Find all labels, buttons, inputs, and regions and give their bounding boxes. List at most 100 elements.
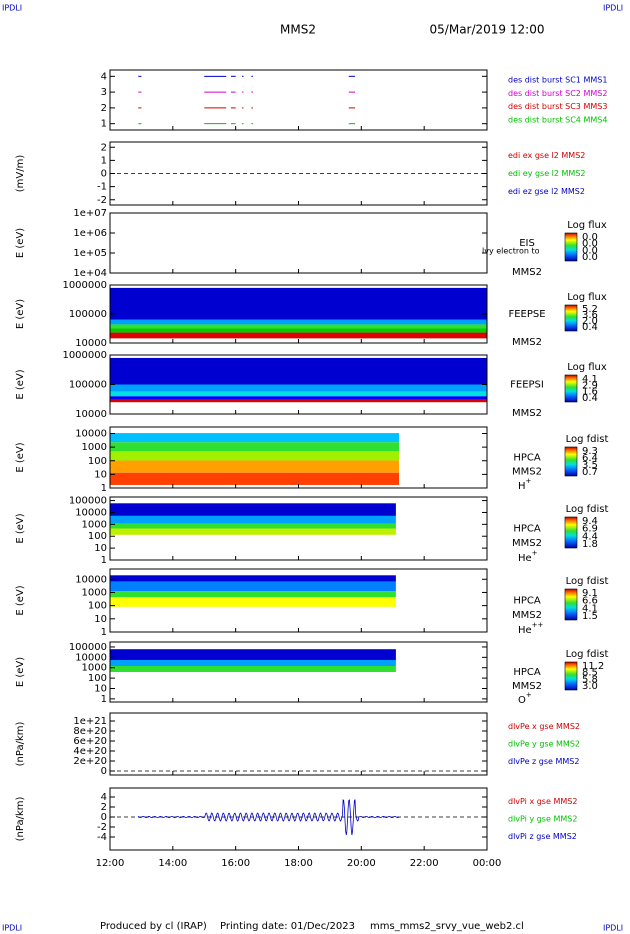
spectrogram-band [110, 324, 487, 329]
spectrogram-band [110, 523, 396, 529]
y-axis-label: (nPa/km) [15, 722, 26, 767]
instrument-label: EIS [519, 238, 535, 249]
y-axis-label: E (eV) [15, 369, 26, 399]
colorbar-label: 4.4 [582, 531, 598, 542]
legend-entry: des dist burst SC4 MMS4 [508, 116, 607, 125]
spectrogram-band [110, 528, 396, 535]
spectrogram-band [110, 575, 396, 582]
colorbar-title: Log fdist [566, 576, 609, 587]
spectrogram-band [110, 597, 396, 607]
legend-entry: dlvPe x gse MMS2 [508, 722, 580, 731]
colorbar-label: 1.8 [582, 539, 598, 550]
y-axis-label: E (eV) [15, 585, 26, 615]
note: lvy electron to [482, 246, 540, 255]
y-tick-label: 1000000 [62, 280, 107, 291]
spectrogram-band [110, 319, 487, 325]
y-tick-label: 10 [94, 683, 107, 694]
colorbar-label: 0.4 [582, 322, 598, 333]
y-axis-label: E (eV) [15, 299, 26, 329]
y-tick-label: 10 [94, 543, 107, 554]
colorbar-label: 0.0 [582, 252, 598, 263]
spectrogram-band [110, 332, 487, 339]
y-tick-label: 1000 [82, 587, 107, 598]
colorbar-label: 5.8 [582, 674, 598, 685]
charge: + [526, 477, 532, 485]
corner-mark: IPDLI [603, 4, 623, 13]
x-tick-label: 16:00 [221, 858, 250, 869]
y-tick-label: 2e+20 [73, 756, 107, 767]
x-tick-label: 18:00 [284, 858, 313, 869]
x-tick-label: 20:00 [347, 858, 376, 869]
spectrogram-band [110, 399, 487, 403]
species-label: H+ [518, 477, 532, 492]
panel-frame [109, 212, 488, 274]
legend-entry: edi ex gse l2 MMS2 [508, 151, 585, 160]
spectrogram-band [110, 666, 396, 672]
species-label: He++ [518, 621, 544, 636]
spacecraft-label: MMS2 [512, 467, 542, 478]
spectrogram-band [110, 472, 400, 485]
spectrogram-band [110, 591, 396, 598]
y-tick-label: 1000 [82, 663, 107, 674]
y-tick-label: -4 [97, 832, 107, 843]
colorbar-label: 2.0 [582, 316, 598, 327]
instrument-label: FEEPSE [508, 309, 545, 320]
y-tick-label: 2 [101, 142, 107, 153]
y-tick-label: -2 [97, 195, 107, 206]
colorbar-label: 3.5 [582, 460, 598, 471]
colorbar-label: 8.5 [582, 668, 598, 679]
legend-entry: des dist burst SC3 MMS3 [508, 102, 607, 111]
colorbar-label: 0.0 [582, 239, 598, 250]
y-tick-label: 4 [101, 792, 107, 803]
spectrogram-band [110, 581, 396, 592]
species: He [518, 553, 532, 564]
spectrogram-band [110, 503, 396, 516]
colorbar-label: 6.6 [582, 596, 598, 607]
spacecraft-label: MMS2 [512, 408, 542, 419]
y-tick-label: 1000 [82, 442, 107, 453]
y-tick-label: 0 [101, 812, 107, 823]
colorbar-label: 3.6 [582, 310, 598, 321]
y-tick-label: 100 [88, 456, 107, 467]
spacecraft-label: MMS2 [512, 610, 542, 621]
instrument-label: HPCA [513, 453, 541, 464]
footer-date: Printing date: 01/Dec/2023 [220, 921, 355, 932]
y-tick-label: 10 [94, 469, 107, 480]
y-tick-label: 1 [101, 555, 107, 566]
colorbar-title: Log fdist [566, 504, 609, 515]
corner-mark: IPDLI [603, 924, 623, 933]
x-tick-label: 22:00 [410, 858, 439, 869]
y-tick-label: 3 [101, 87, 107, 98]
colorbar [564, 516, 578, 549]
colorbar-label: 1.6 [582, 387, 598, 398]
colorbar-title: Log fdist [566, 434, 609, 445]
colorbar-label: 2.9 [582, 380, 598, 391]
y-tick-label: 1 [101, 694, 107, 705]
spectrogram-band [110, 460, 400, 473]
colorbar-label: 0.0 [582, 232, 598, 243]
y-tick-label: 1e+06 [73, 228, 107, 239]
legend-entry: dlvPi y gse MMS2 [508, 815, 577, 824]
colorbar [564, 446, 578, 477]
y-axis-label: E (eV) [15, 228, 26, 258]
panel-frame [109, 712, 488, 776]
corner-mark: IPDLI [2, 4, 22, 13]
colorbar [564, 304, 578, 332]
colorbar-label: 0.7 [582, 467, 598, 478]
spectrogram-band [110, 328, 487, 333]
spectrogram-band [110, 660, 396, 666]
y-tick-label: 10000 [75, 338, 107, 349]
colorbar [564, 374, 578, 403]
spectrogram-band [110, 384, 487, 392]
footer-script: mms_mms2_srvy_vue_web2.cl [370, 921, 524, 932]
y-tick-label: 1000000 [62, 350, 107, 361]
y-tick-label: 100 [88, 673, 107, 684]
spacecraft-label: MMS2 [512, 337, 542, 348]
y-axis-label: (mV/m) [15, 155, 26, 193]
y-tick-label: 1 [101, 119, 107, 130]
y-tick-label: 10000 [75, 652, 107, 663]
legend-entry: dlvPi z gse MMS2 [508, 832, 577, 841]
y-tick-label: 10000 [75, 574, 107, 585]
instrument-label: HPCA [513, 667, 541, 678]
